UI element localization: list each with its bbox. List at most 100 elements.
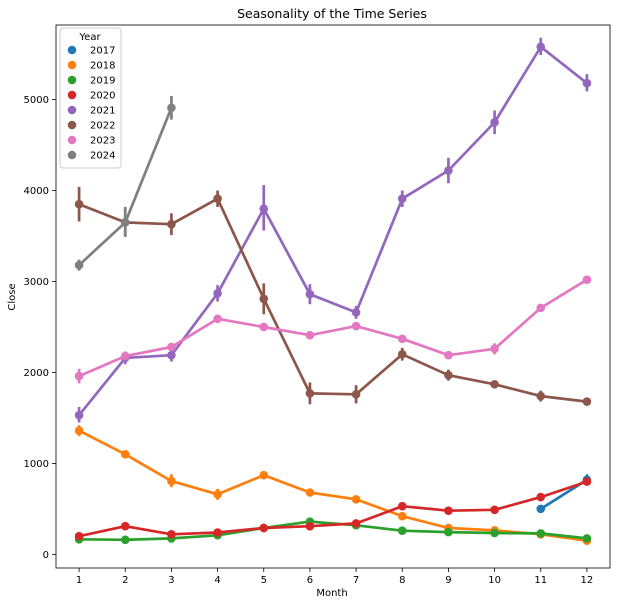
x-tick-label: 5 [261, 575, 267, 586]
data-point-2020-4 [213, 528, 222, 537]
data-point-2023-4 [213, 314, 222, 324]
data-point-2019-12 [582, 534, 592, 543]
y-tick-label: 1000 [24, 459, 49, 470]
data-point-2024-3 [167, 103, 176, 113]
x-tick-label: 12 [581, 575, 594, 586]
series-line-2021 [77, 45, 589, 417]
series-2020 [74, 477, 592, 541]
legend-label-2021: 2021 [90, 106, 115, 117]
data-point-2021-11 [536, 42, 546, 52]
x-tick-label: 2 [122, 575, 128, 586]
data-point-2023-10 [490, 344, 499, 354]
data-point-2022-5 [259, 294, 269, 304]
series-2021 [74, 37, 592, 423]
data-point-2021-3 [167, 350, 176, 360]
x-axis-label: Month [316, 588, 347, 599]
y-tick-label: 2000 [24, 368, 49, 379]
data-point-2021-12 [582, 78, 592, 88]
data-point-2020-9 [444, 506, 453, 515]
data-point-2023-11 [536, 303, 546, 313]
data-point-2022-6 [305, 389, 315, 398]
data-point-2020-12 [582, 477, 592, 486]
series-line-2018 [77, 429, 589, 543]
y-tick-label: 4000 [24, 186, 49, 197]
data-point-2021-6 [305, 289, 315, 299]
chart-title: Seasonality of the Time Series [237, 6, 427, 21]
legend-marker-2022 [67, 120, 77, 130]
series-2022 [74, 186, 592, 406]
data-point-2018-5 [259, 470, 269, 480]
data-point-2018-6 [305, 488, 315, 497]
data-point-2023-1 [74, 371, 84, 381]
data-point-2023-6 [305, 330, 315, 340]
plot-marks [74, 37, 592, 546]
data-point-2019-2 [120, 535, 130, 545]
y-tick-label: 5000 [24, 95, 49, 106]
data-point-2024-2 [120, 218, 130, 227]
legend-marker-2023 [67, 135, 77, 145]
x-tick-label: 4 [214, 575, 220, 586]
data-point-2021-7 [351, 308, 361, 317]
legend-marker-2021 [67, 105, 77, 115]
data-point-2023-12 [582, 275, 592, 284]
series-2023 [74, 275, 592, 384]
data-point-2018-7 [351, 495, 361, 504]
data-point-2022-9 [444, 370, 453, 380]
data-point-2023-9 [444, 350, 453, 360]
data-point-2022-4 [213, 194, 222, 204]
data-point-2020-2 [120, 521, 130, 531]
data-point-2021-5 [259, 204, 269, 214]
series-line-2022 [77, 197, 589, 403]
data-point-2023-8 [397, 334, 407, 344]
y-tick-label: 0 [43, 550, 49, 561]
data-point-2019-8 [397, 526, 407, 536]
x-tick-label: 11 [534, 575, 547, 586]
data-point-2024-1 [74, 260, 84, 270]
legend-label-2024: 2024 [90, 151, 115, 162]
x-tick-label: 1 [76, 575, 82, 586]
data-point-2020-6 [305, 521, 315, 531]
data-point-2023-7 [351, 321, 361, 331]
data-point-2020-7 [351, 519, 361, 528]
legend-marker-2020 [67, 90, 77, 100]
data-point-2019-11 [536, 529, 546, 538]
legend-label-2019: 2019 [90, 76, 115, 87]
legend-label-2017: 2017 [90, 46, 115, 57]
data-point-2018-8 [397, 511, 407, 521]
data-point-2020-3 [167, 530, 176, 539]
data-point-2018-1 [74, 426, 84, 435]
x-tick-label: 9 [445, 575, 451, 586]
series-line-2020 [77, 480, 589, 538]
data-point-2022-1 [74, 199, 84, 209]
legend-marker-2018 [67, 60, 77, 70]
data-point-2023-3 [167, 342, 176, 352]
data-point-2018-3 [167, 476, 176, 486]
data-point-2021-10 [490, 118, 499, 127]
data-point-2021-8 [397, 194, 407, 204]
data-point-2018-2 [120, 450, 130, 459]
legend-marker-2019 [67, 75, 77, 85]
data-point-2020-5 [259, 523, 269, 533]
data-point-2022-10 [490, 379, 499, 389]
data-point-2020-8 [397, 501, 407, 511]
data-point-2021-4 [213, 289, 222, 298]
data-point-2022-12 [582, 397, 592, 406]
series-line-2023 [77, 278, 589, 378]
x-tick-label: 3 [168, 575, 174, 586]
legend-label-2018: 2018 [90, 61, 115, 72]
data-point-2020-11 [536, 492, 546, 502]
series-2018 [74, 425, 592, 546]
data-point-2018-4 [213, 490, 222, 499]
series-2024 [74, 95, 176, 271]
data-point-2021-9 [444, 166, 453, 175]
data-point-2022-11 [536, 391, 546, 401]
x-tick-label: 7 [353, 575, 359, 586]
data-point-2020-1 [74, 531, 84, 541]
legend-marker-2017 [67, 45, 77, 55]
data-point-2022-8 [397, 349, 407, 359]
legend-label-2023: 2023 [90, 136, 115, 147]
y-axis-label: Close [7, 283, 18, 310]
